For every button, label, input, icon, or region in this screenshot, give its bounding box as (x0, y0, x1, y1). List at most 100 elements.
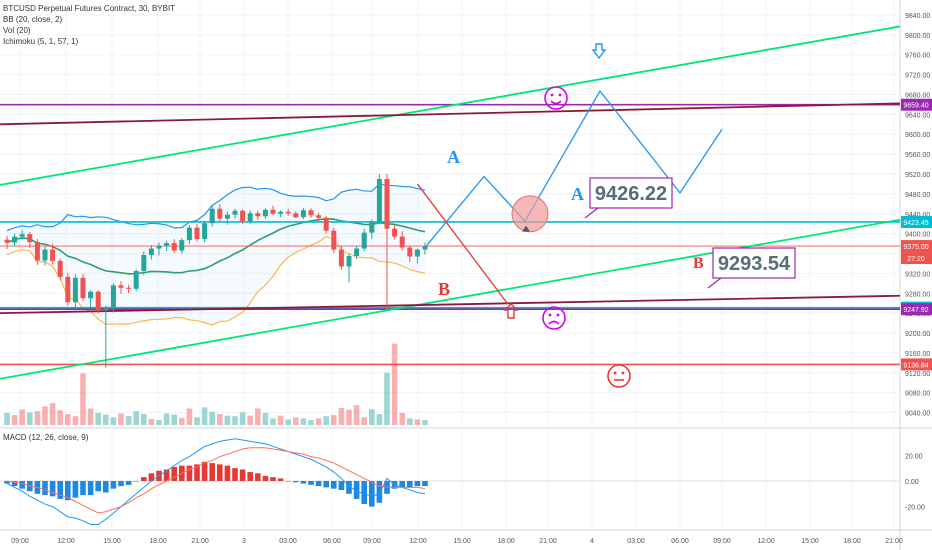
callout-box-a (589, 177, 673, 209)
volume-bar (407, 418, 413, 425)
callout-a-pointer (584, 207, 599, 219)
indicator-ichimoku[interactable]: Ichimoku (5, 1, 57, 1) (3, 37, 79, 46)
macd-histogram-bar (201, 461, 208, 481)
candle-body (164, 243, 170, 246)
candle-body (270, 209, 276, 214)
candle-body (42, 249, 48, 261)
annotation-b-label-2: B (693, 255, 704, 272)
candle-body (118, 285, 124, 288)
price-tick-label: 9120.00 (905, 371, 930, 378)
price-tick-label: 9680.00 (905, 92, 930, 99)
time-tick-label: 21:00 (885, 538, 903, 545)
macd-legend[interactable]: MACD (12, 26, close, 9) (3, 433, 89, 442)
sad-mouth-icon (548, 320, 560, 325)
volume-bar (384, 372, 390, 425)
maroon-trend-line-lower (0, 294, 901, 315)
candle-body (361, 232, 367, 249)
time-tick-label: 12:00 (757, 538, 775, 545)
volume-bar (300, 418, 307, 425)
macd-histogram-bar (338, 481, 345, 490)
candle-body (80, 277, 86, 299)
green-trend-line-lower (0, 218, 901, 380)
indicator-vol[interactable]: Vol (20) (3, 26, 31, 35)
green-trend-line-upper (0, 25, 901, 186)
candle-body (156, 245, 162, 249)
volume-bar (42, 406, 48, 425)
bollinger-upper-line (6, 183, 426, 232)
price-tick-label: 9320.00 (905, 271, 930, 278)
volume-bar (148, 418, 155, 425)
bollinger-basis-line (6, 217, 426, 275)
time-tick-label: 06:00 (323, 538, 341, 545)
candle-body (126, 287, 132, 289)
macd-tick-label: 20.00 (905, 453, 923, 460)
candle-body (110, 285, 116, 309)
volume-bar (361, 417, 367, 425)
macd-histogram-bar (239, 469, 246, 481)
volume-bar (239, 412, 246, 425)
macd-histogram-bar (171, 466, 177, 481)
price-tick-label: 9840.00 (905, 13, 930, 20)
time-tick-label: 03:00 (627, 538, 645, 545)
price-axis-tag (901, 240, 932, 253)
candle-body (103, 308, 109, 311)
happy-mouth-icon (550, 100, 562, 105)
macd-histogram-bar (148, 473, 155, 481)
time-tick-label: 18:00 (497, 538, 515, 545)
happy-face-icon (544, 86, 568, 110)
price-tick-label: 9720.00 (905, 73, 930, 80)
candle-body (19, 234, 25, 237)
candle-body (354, 248, 360, 256)
macd-histogram-bar (369, 481, 375, 507)
candle-body (232, 210, 238, 215)
candle-body (217, 208, 223, 219)
price-axis-tag (901, 98, 932, 111)
volume-bar (133, 411, 139, 425)
price-tick-label: 9520.00 (905, 172, 930, 179)
macd-histogram-bar (323, 481, 329, 488)
volume-bar (19, 409, 25, 425)
price-axis-tag-label: 9136.84 (903, 362, 928, 369)
price-axis-tag (901, 358, 932, 371)
candle-body (34, 242, 40, 261)
volume-bar (141, 414, 147, 425)
volume-bar (118, 413, 124, 425)
candle-body (27, 234, 33, 243)
time-tick-label: 06:00 (671, 538, 689, 545)
small-up-arrow (522, 225, 530, 232)
macd-histogram-bar (414, 481, 421, 487)
sad-eye-icon (548, 313, 552, 317)
volume-bar (255, 408, 261, 425)
candle-body (72, 277, 78, 303)
macd-histogram-bar (270, 477, 276, 481)
volume-bar (110, 417, 117, 425)
happy-eye-icon (558, 93, 562, 97)
candle-body (179, 240, 185, 251)
candle-body (209, 208, 215, 224)
macd-histogram-bar (422, 481, 428, 487)
macd-histogram-bar (87, 481, 94, 496)
candle-body (240, 210, 246, 222)
candle-body (414, 249, 420, 257)
macd-histogram-bar (293, 481, 299, 483)
volume-bar (72, 416, 79, 425)
time-tick-label: 12:00 (57, 538, 75, 545)
macd-histogram-bar (57, 481, 63, 499)
indicator-bb[interactable]: BB (20, close, 2) (3, 15, 63, 24)
candle-body (384, 178, 390, 229)
volume-bar (323, 416, 329, 425)
volume-bar (125, 416, 132, 425)
price-tick-label: 9560.00 (905, 152, 930, 159)
callout-b-pointer (707, 277, 722, 289)
candle-body (316, 215, 322, 218)
time-tick-label: 09:00 (363, 538, 381, 545)
time-tick-label: 18:00 (149, 538, 167, 545)
macd-histogram-bar (133, 481, 139, 482)
macd-histogram-bar (110, 481, 117, 489)
time-tick-label: 4 (590, 538, 594, 545)
volume-bar (156, 420, 162, 425)
volume-bar (353, 405, 360, 425)
candle-body (331, 230, 337, 250)
